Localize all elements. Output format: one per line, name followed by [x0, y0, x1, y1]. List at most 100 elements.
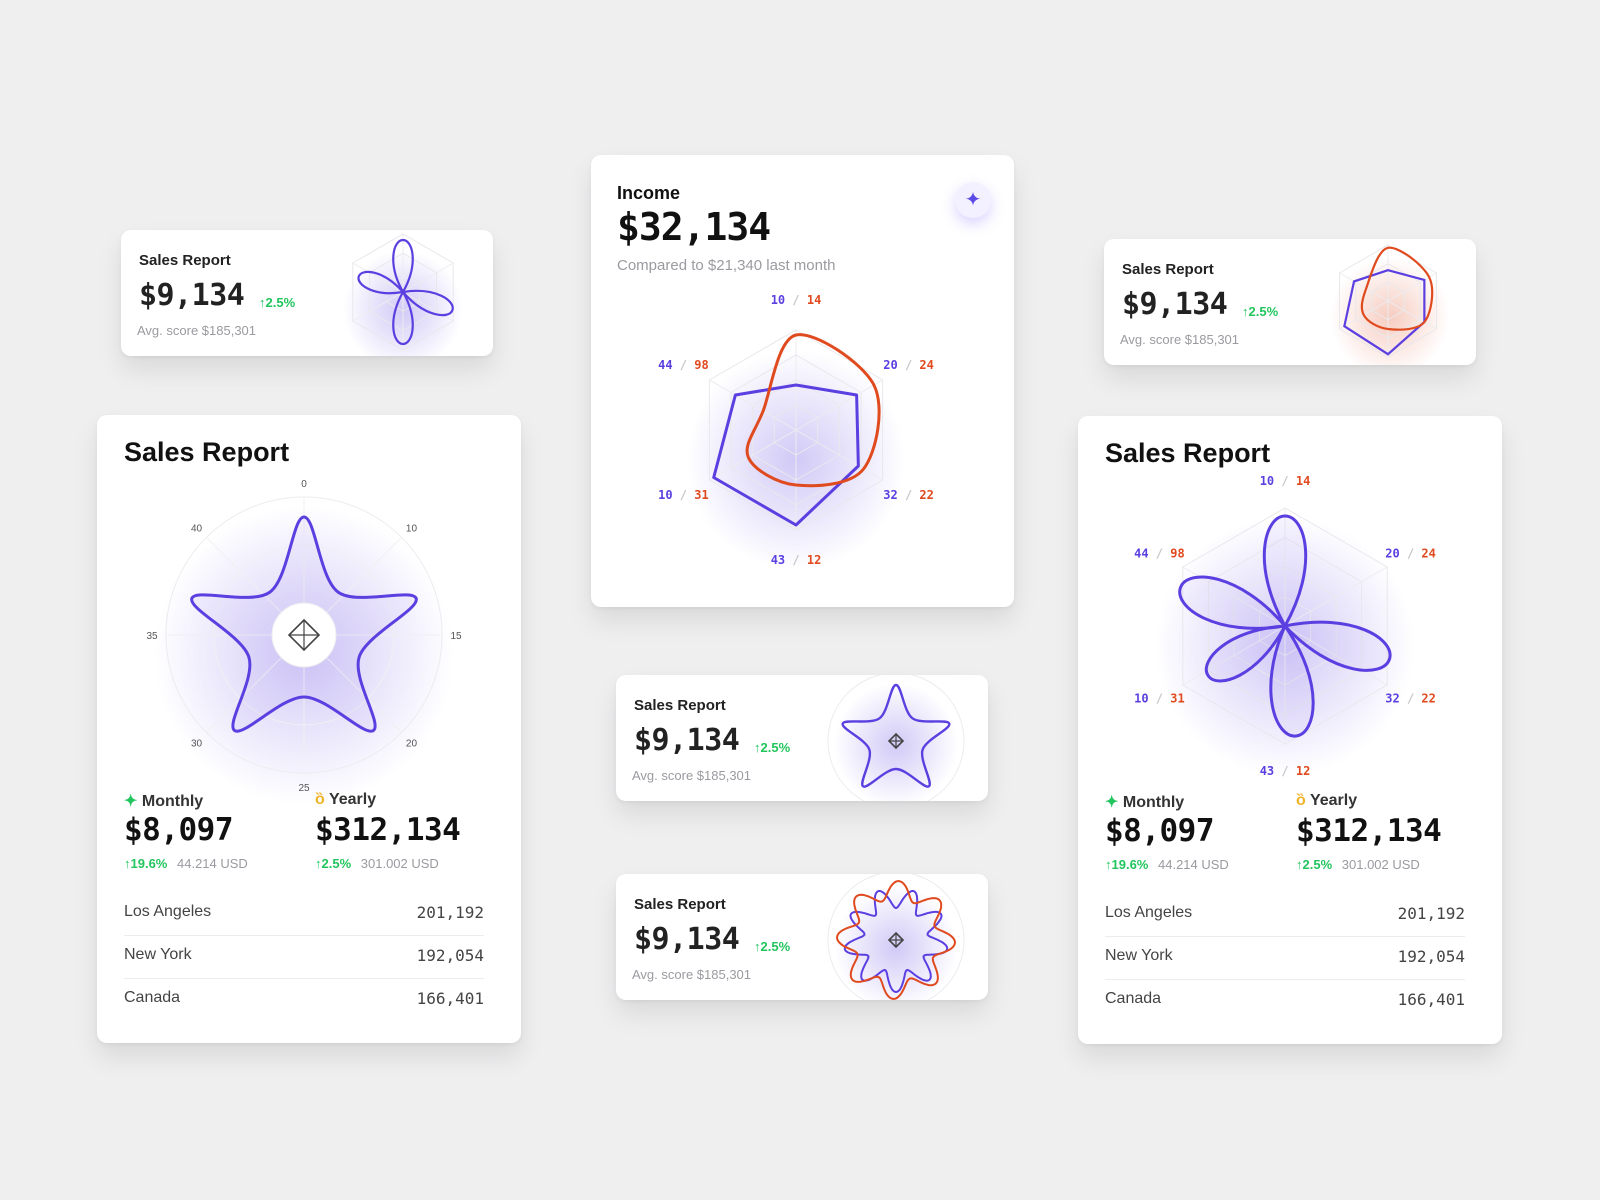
row-value: 166,401: [1397, 990, 1465, 1009]
monthly-usd: 44.214 USD: [1158, 857, 1229, 872]
monthly-usd: 44.214 USD: [177, 856, 248, 871]
axis-label: 32 / 22: [1385, 692, 1436, 706]
income-card[interactable]: Income $32,134 Compared to $21,340 last …: [591, 155, 1014, 607]
petal: [1178, 575, 1287, 630]
monthly-label-group: ✦ Monthly: [1105, 792, 1184, 812]
tick-label: 25: [298, 783, 310, 794]
sales-report-card-right[interactable]: Sales Report 10 / 14 20 / 24 32 / 22 43 / 1…: [1078, 416, 1502, 1044]
yearly-label-group: ȍ Yearly: [1296, 792, 1357, 810]
grid-spoke: [1284, 625, 1388, 686]
sparkle-icon[interactable]: ✦: [955, 182, 991, 218]
axis-label-separator: /: [1149, 547, 1171, 561]
sales-report-card-mini-2[interactable]: Sales Report $9,134 ↑2.5% Avg. score $18…: [1104, 239, 1476, 365]
grid-spoke: [709, 429, 797, 481]
axis-label-separator: /: [1400, 692, 1422, 706]
grid-spoke: [795, 429, 883, 481]
tick-label: 10: [406, 524, 418, 535]
income-title: Income: [617, 183, 681, 203]
yearly-change: ↑2.5%: [315, 856, 352, 871]
row-city: Canada: [124, 989, 181, 1006]
yearly-usd: 301.002 USD: [1341, 857, 1420, 872]
card-avg-score: Avg. score $185,301: [632, 967, 752, 982]
row-city: Canada: [1105, 990, 1162, 1007]
series-orange: [836, 880, 956, 1000]
card-avg-score: Avg. score $185,301: [137, 323, 257, 338]
axis-label-secondary: 14: [807, 293, 821, 307]
petal: [400, 289, 454, 317]
series-orange: [745, 333, 881, 488]
axis-label-primary: 10: [771, 293, 785, 307]
axis-label-separator: /: [1274, 764, 1296, 778]
monthly-sparkle-icon: ✦: [124, 793, 138, 810]
row-city: New York: [124, 946, 192, 963]
star-radar-icon: [827, 675, 965, 801]
sales-report-card-mini-3[interactable]: Sales Report $9,134 ↑2.5% Avg. score $18…: [616, 675, 988, 801]
axis-label-secondary: 12: [1296, 764, 1310, 778]
monthly-sparkle-icon: ✦: [1105, 794, 1119, 811]
row-city: New York: [1105, 947, 1173, 964]
axis-label-primary: 43: [1260, 764, 1274, 778]
table-row[interactable]: Canada 166,401: [124, 978, 484, 1021]
axis-label-primary: 10: [1134, 692, 1148, 706]
tick-label: 0: [301, 479, 307, 490]
table-row[interactable]: Canada 166,401: [1105, 979, 1465, 1022]
axis-label-separator: /: [785, 293, 807, 307]
petal: [1262, 514, 1308, 628]
card-change: ↑2.5%: [1242, 304, 1279, 319]
axis-label-separator: /: [1400, 547, 1422, 561]
monthly-sub: ↑19.6% 44.214 USD: [124, 856, 248, 871]
monthly-value: $8,097: [1105, 813, 1214, 849]
yearly-label-group: ȍ Yearly: [315, 791, 376, 809]
petal: [357, 270, 406, 295]
axis-label: 10 / 31: [658, 488, 709, 502]
grid-spoke: [709, 379, 797, 431]
grid-spoke: [1387, 300, 1437, 330]
axis-label: 32 / 22: [883, 488, 934, 502]
axis-label: 20 / 24: [883, 358, 934, 372]
axis-label: 10 / 14: [771, 293, 822, 307]
petal-radar-chart: 10 / 14 20 / 24 32 / 22 43 / 12 10 / 31 44 / …: [1134, 474, 1436, 778]
axis-label-separator: /: [673, 358, 695, 372]
petal: [1283, 620, 1392, 672]
row-city: Los Angeles: [124, 903, 212, 920]
card-change: ↑2.5%: [754, 740, 791, 755]
hexagon-radar-icon: [1330, 244, 1450, 365]
card-amount: $9,134: [139, 278, 245, 313]
row-value: 201,192: [416, 903, 484, 922]
series-purple: [1343, 269, 1426, 356]
axis-label-primary: 20: [1385, 547, 1399, 561]
monthly-label: Monthly: [1122, 794, 1185, 811]
card-title: Sales Report: [139, 252, 231, 269]
grid-spoke: [1339, 272, 1389, 302]
sales-report-card-left[interactable]: Sales Report 0 10 15 20 25 30 35 40 ✦ Monthly $…: [97, 415, 521, 1043]
yearly-sub: ↑2.5% 301.002 USD: [1296, 857, 1420, 872]
table-row[interactable]: New York 192,054: [124, 935, 484, 979]
axis-label-secondary: 98: [1170, 547, 1184, 561]
monthly-label-group: ✦ Monthly: [124, 791, 203, 811]
table-row[interactable]: New York 192,054: [1105, 936, 1465, 980]
axis-label-secondary: 22: [919, 488, 933, 502]
petal: [392, 289, 414, 346]
axis-label-separator: /: [1274, 474, 1296, 488]
yearly-value: $312,134: [1296, 813, 1442, 849]
table-row[interactable]: Los Angeles 201,192: [124, 892, 484, 936]
grid-spoke: [352, 262, 404, 293]
trefoil-radar-icon: [343, 233, 463, 356]
yearly-change: ↑2.5%: [1296, 857, 1333, 872]
yearly-value: $312,134: [315, 812, 461, 848]
sales-report-card-mini-1[interactable]: Sales Report $9,134 ↑2.5% Avg. score $18…: [121, 230, 493, 356]
table-row[interactable]: Los Angeles 201,192: [1105, 893, 1465, 937]
axis-label-separator: /: [1149, 692, 1171, 706]
axis-label-secondary: 24: [919, 358, 933, 372]
card-amount: $9,134: [634, 723, 740, 758]
axis-label: 43 / 12: [771, 553, 822, 567]
sales-report-card-mini-4[interactable]: Sales Report $9,134 ↑2.5% Avg. score $18…: [616, 874, 988, 1000]
grid-spoke: [1182, 625, 1286, 686]
tick-label: 35: [146, 631, 158, 642]
sales-report-title: Sales Report: [124, 437, 290, 467]
row-value: 192,054: [416, 946, 484, 965]
axis-label-secondary: 22: [1421, 692, 1435, 706]
tick-label: 15: [450, 631, 462, 642]
series-purple: [712, 383, 860, 527]
row-value: 192,054: [1397, 947, 1465, 966]
